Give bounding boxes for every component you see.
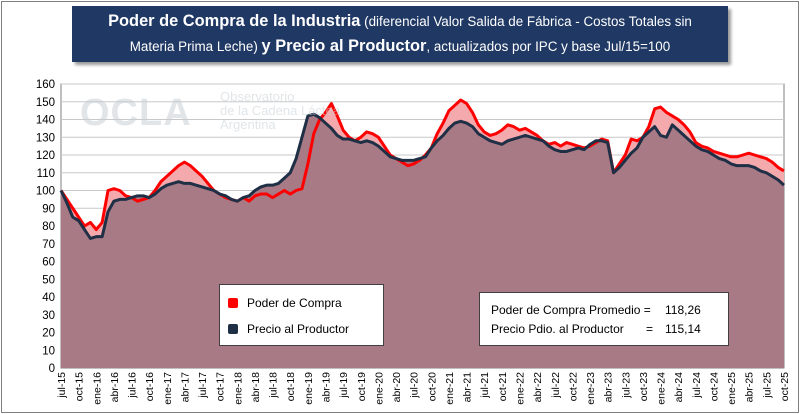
- y-tick-label: 110: [37, 168, 55, 180]
- x-tick-label: oct-23: [638, 372, 650, 401]
- x-tick-label: ene-23: [585, 372, 597, 405]
- x-tick-label: abr-20: [391, 372, 403, 403]
- y-tick-label: 0: [49, 363, 55, 375]
- line-precio-al-productor: [59, 112, 786, 240]
- stat-precio: Precio Pdio. al Productor = 115,14: [491, 322, 701, 336]
- x-axis-labels: jul-15 oct-15 ene-16 abr-16 jul-16 oct-16 ene-…: [56, 372, 791, 405]
- x-tick-label: jul-22: [550, 372, 562, 399]
- legend-item-poder: Poder de Compra: [228, 295, 342, 311]
- title-line-2: Materia Prima Leche) y Precio al Product…: [72, 34, 728, 59]
- stat-poder: Poder de Compra Promedio = 118,26: [491, 303, 701, 317]
- watermark-text: Observatorio de la Cadena Láctea Argenti…: [220, 90, 340, 132]
- stat-poder-value: 118,26: [665, 303, 701, 317]
- legend-label-poder: Poder de Compra: [247, 296, 342, 310]
- y-axis-labels: 0 10 20 30 40 50 60 70 80 90 100 110 120 130 140 150 160: [36, 79, 55, 375]
- x-tick-label: oct-19: [356, 372, 368, 401]
- x-tick-label: jul-21: [479, 372, 491, 399]
- x-tick-label: jul-25: [761, 372, 773, 399]
- x-tick-label: abr-19: [321, 372, 333, 403]
- x-tick-label: jul-18: [268, 372, 280, 399]
- x-tick-label: jul-19: [338, 372, 350, 399]
- legend-swatch-precio: [228, 324, 238, 334]
- y-tick-label: 70: [42, 239, 55, 251]
- x-tick-label: oct-15: [74, 372, 86, 401]
- x-tick-label: jul-15: [56, 372, 68, 399]
- legend-item-precio: Precio al Productor: [228, 321, 349, 337]
- x-tick-label: ene-20: [373, 372, 385, 405]
- title-main-bold: Poder de Compra de la Industria: [108, 12, 361, 30]
- x-tick-label: ene-18: [232, 372, 244, 405]
- y-tick-label: 150: [36, 97, 55, 109]
- y-tick-label: 30: [42, 310, 55, 322]
- x-tick-label: ene-16: [91, 372, 103, 405]
- x-tick-label: abr-23: [603, 372, 615, 403]
- watermark-line-1: Observatorio: [220, 89, 295, 104]
- stat-poder-label: Poder de Compra Promedio =: [491, 303, 651, 317]
- x-tick-label: abr-16: [109, 372, 121, 403]
- x-tick-label: ene-19: [303, 372, 315, 405]
- x-tick-label: ene-17: [162, 372, 174, 405]
- x-tick-label: jul-17: [197, 372, 209, 399]
- x-tick-label: ene-24: [656, 372, 668, 405]
- legend: Poder de Compra Precio al Productor: [219, 284, 384, 346]
- x-tick-label: jul-24: [691, 372, 703, 399]
- x-tick-label: oct-21: [497, 372, 509, 401]
- x-tick-label: ene-21: [444, 372, 456, 405]
- y-tick-label: 10: [42, 345, 55, 357]
- y-tick-label: 60: [42, 257, 55, 269]
- stats-box: Poder de Compra Promedio = 118,26 Precio …: [479, 292, 729, 346]
- legend-label-precio: Precio al Productor: [247, 322, 350, 336]
- chart-title: Poder de Compra de la Industria (diferen…: [72, 6, 728, 62]
- stat-precio-label: Precio Pdio. al Productor: [491, 322, 624, 336]
- x-tick-label: ene-22: [514, 372, 526, 405]
- x-tick-label: abr-17: [179, 372, 191, 403]
- x-tick-label: abr-21: [462, 372, 474, 403]
- y-tick-label: 40: [42, 292, 55, 304]
- title-line2-start: Materia Prima Leche): [129, 39, 258, 54]
- stat-precio-eq: =: [646, 322, 654, 336]
- x-tick-label: oct-16: [144, 372, 156, 401]
- stat-precio-value: 115,14: [665, 322, 701, 336]
- y-tick-label: 20: [42, 328, 55, 340]
- legend-swatch-poder: [228, 298, 238, 308]
- y-tick-label: 80: [42, 221, 55, 233]
- title-line2-rest: , actualizados por IPC y base Jul/15=100: [426, 39, 671, 54]
- watermark-logo: OCLA: [80, 92, 192, 134]
- x-tick-label: oct-17: [215, 372, 227, 401]
- y-tick-label: 130: [36, 132, 55, 144]
- x-tick-label: abr-22: [532, 372, 544, 403]
- x-tick-label: oct-18: [285, 372, 297, 401]
- x-tick-label: ene-25: [726, 372, 738, 405]
- y-tick-label: 100: [36, 186, 55, 198]
- y-tick-label: 160: [36, 79, 55, 91]
- title-line2-bold: y Precio al Productor: [261, 37, 427, 55]
- title-main-rest: (diferencial Valor Salida de Fábrica - C…: [364, 14, 692, 29]
- y-tick-label: 50: [42, 274, 55, 286]
- x-tick-label: oct-22: [567, 372, 579, 401]
- title-line-1: Poder de Compra de la Industria (diferen…: [72, 6, 728, 34]
- y-tick-label: 90: [42, 203, 55, 215]
- x-tick-label: oct-25: [779, 372, 791, 401]
- watermark-line-3: Argentina: [220, 117, 276, 132]
- x-tick-label: oct-20: [426, 372, 438, 401]
- x-tick-label: jul-20: [409, 372, 421, 399]
- y-tick-label: 120: [36, 150, 55, 162]
- x-tick-label: jul-16: [127, 372, 139, 399]
- x-tick-label: oct-24: [708, 372, 720, 401]
- x-tick-label: jul-23: [620, 372, 632, 399]
- watermark-line-2: de la Cadena Láctea: [220, 103, 340, 118]
- y-tick-label: 140: [36, 115, 55, 127]
- x-tick-label: abr-24: [673, 372, 685, 403]
- x-tick-label: abr-25: [744, 372, 756, 403]
- x-tick-label: abr-18: [250, 372, 262, 403]
